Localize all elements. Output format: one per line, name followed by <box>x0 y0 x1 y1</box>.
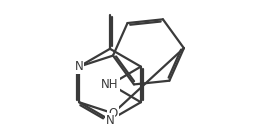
Text: N: N <box>75 60 83 73</box>
Text: NH: NH <box>101 78 119 91</box>
Text: N: N <box>106 114 114 126</box>
Text: N: N <box>106 78 115 91</box>
Text: O: O <box>108 107 118 120</box>
